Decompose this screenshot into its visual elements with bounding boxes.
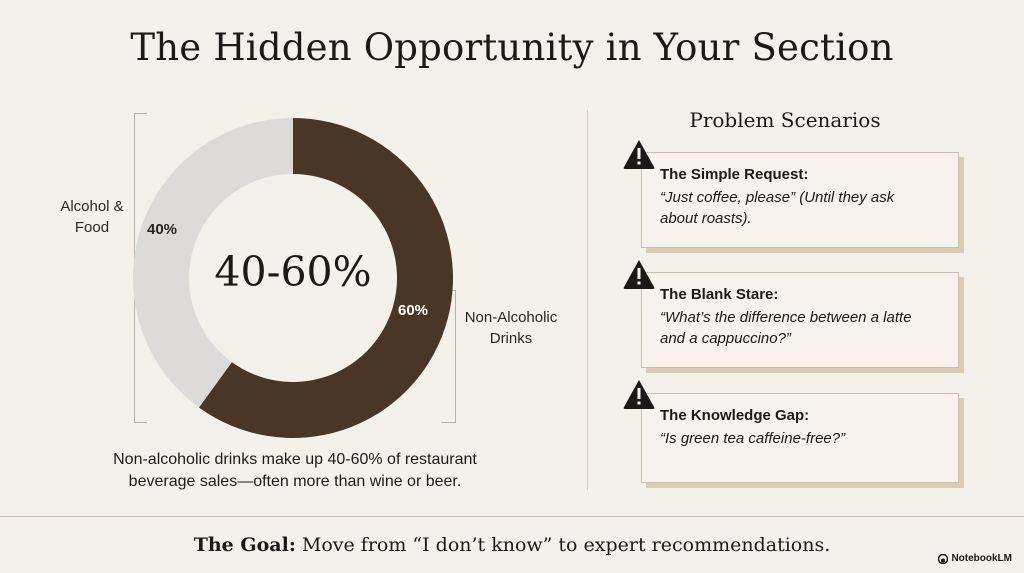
goal-statement: The Goal: Move from “I don’t know” to ex… <box>0 534 1024 556</box>
scenario-quote-line2: about roasts). <box>660 210 752 227</box>
legend-label-alcohol-food: Alcohol & Food <box>52 196 132 238</box>
legend-label-non-alcoholic: Non-Alcoholic Drinks <box>447 307 575 349</box>
chart-caption-line1: Non-alcoholic drinks make up 40-60% of r… <box>113 451 477 468</box>
vertical-divider <box>587 110 588 490</box>
warning-icon <box>623 260 655 289</box>
page-title: The Hidden Opportunity in Your Section <box>130 26 894 69</box>
chart-caption-line2: beverage sales—often more than wine or b… <box>128 473 462 490</box>
scenario-card-simple-request: The Simple Request: “Just coffee, please… <box>641 152 959 248</box>
legend-label-alcohol-food-line2: Food <box>74 219 110 236</box>
notebooklm-logo-icon <box>938 553 949 564</box>
donut-center-value: 40-60% <box>214 248 372 296</box>
donut-slice-alcohol-food <box>133 118 293 408</box>
donut-slice-non-alcoholic <box>198 118 453 438</box>
scenario-card-blank-stare: The Blank Stare: “What’s the difference … <box>641 272 959 368</box>
scenario-heading: The Simple Request: <box>660 166 809 183</box>
goal-label: The Goal: <box>193 534 296 556</box>
problem-scenarios-title: Problem Scenarios <box>689 108 881 132</box>
slice-label-non-alcoholic: 60% <box>398 302 429 319</box>
scenario-quote-line1: “Is green tea caffeine-free?” <box>660 430 846 447</box>
scenario-heading: The Knowledge Gap: <box>660 407 810 424</box>
chart-caption: Non-alcoholic drinks make up 40-60% of r… <box>60 449 530 493</box>
goal-text: Move from “I don’t know” to expert recom… <box>295 534 831 556</box>
brand-mark: NotebookLM <box>938 553 1012 564</box>
legend-label-alcohol-food-line1: Alcohol & <box>60 198 124 215</box>
slice-label-alcohol-food: 40% <box>147 221 178 238</box>
warning-icon <box>623 140 655 169</box>
scenario-quote-line1: “Just coffee, please” (Until they ask <box>660 189 895 206</box>
footer-bar <box>0 516 1024 573</box>
legend-label-non-alcoholic-line1: Non-Alcoholic <box>464 309 558 326</box>
scenario-quote-line2: and a cappuccino?” <box>660 330 791 347</box>
scenario-card-knowledge-gap: The Knowledge Gap: “Is green tea caffein… <box>641 393 959 483</box>
brand-name: NotebookLM <box>951 553 1012 564</box>
legend-label-non-alcoholic-line2: Drinks <box>489 330 533 347</box>
donut-chart <box>133 118 453 438</box>
scenario-heading: The Blank Stare: <box>660 286 779 303</box>
scenario-quote-line1: “What’s the difference between a latte <box>660 309 912 326</box>
warning-icon <box>623 380 655 409</box>
